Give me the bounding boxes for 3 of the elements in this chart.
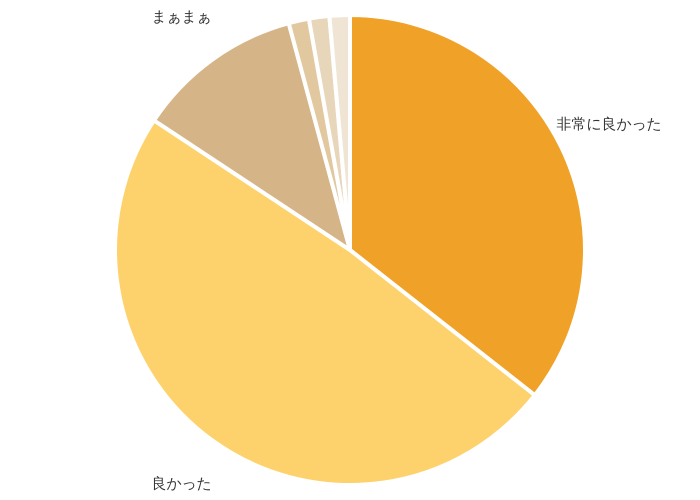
slice-label: 良かった (151, 474, 212, 493)
slice-label: まぁまぁ (151, 7, 212, 26)
slice-label: 非常に良かった (556, 115, 662, 134)
